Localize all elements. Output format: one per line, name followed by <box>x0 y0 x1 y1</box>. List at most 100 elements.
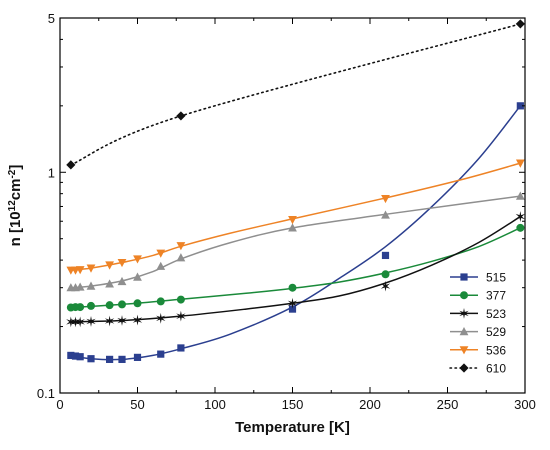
data-point-377 <box>133 299 142 308</box>
data-point-523 <box>117 315 127 326</box>
series-377 <box>66 223 525 312</box>
data-point-515 <box>118 355 126 363</box>
data-point-377 <box>156 297 165 306</box>
series-523 <box>66 211 526 328</box>
data-point-523 <box>176 310 186 322</box>
data-point-515 <box>71 352 80 360</box>
data-point-529 <box>176 253 186 262</box>
x-tick-label: 200 <box>359 397 381 412</box>
data-point-377 <box>288 283 297 292</box>
data-point-523 <box>156 312 166 324</box>
x-tick-label: 0 <box>56 397 63 412</box>
data-point-523 <box>86 316 96 327</box>
data-point-529 <box>75 282 85 291</box>
legend-entry-610: 610 <box>449 362 506 376</box>
legend-entry-515: 515 <box>450 271 506 285</box>
data-point-515 <box>381 251 390 260</box>
y-axis-title-sup2: -2 <box>7 169 18 178</box>
axes: 0 50 100 150 200 250 300 0.1 1 5 <box>37 11 536 412</box>
legend-label-377: 377 <box>486 289 506 303</box>
legend-marker-523 <box>459 308 469 319</box>
x-tick-label: 50 <box>130 397 144 412</box>
data-point-529 <box>133 272 142 281</box>
data-point-523 <box>66 316 76 328</box>
series-515 <box>67 102 524 363</box>
data-point-377 <box>381 270 390 279</box>
data-point-515 <box>67 351 75 360</box>
data-point-523 <box>515 211 526 222</box>
y-tick-label: 5 <box>48 11 55 26</box>
legend-label-515: 515 <box>486 271 506 285</box>
data-point-536 <box>117 258 127 268</box>
data-point-529 <box>105 279 114 288</box>
axis-titles: Temperature [K] n [1012cm-2] <box>7 165 350 436</box>
data-point-523 <box>75 316 85 328</box>
legend-marker-610 <box>459 363 469 373</box>
data-point-536 <box>105 261 114 270</box>
data-point-610 <box>515 19 525 29</box>
data-point-377 <box>105 301 114 310</box>
legend-entry-536: 536 <box>450 343 506 357</box>
series-group <box>66 19 526 363</box>
legend-marker-536 <box>459 346 469 355</box>
data-point-515 <box>177 344 185 352</box>
series-536 <box>66 159 525 275</box>
y-axis-title-sup1: 12 <box>7 200 18 212</box>
y-axis-title-mid: cm <box>7 179 24 201</box>
data-point-515 <box>157 350 165 358</box>
data-point-377 <box>516 223 525 232</box>
y-axis-title-end: ] <box>7 165 24 170</box>
data-point-377 <box>118 300 126 309</box>
y-axis-title-base: n [10 <box>7 211 24 246</box>
series-610 <box>66 19 525 170</box>
data-point-523 <box>132 314 143 326</box>
legend-marker-515 <box>460 273 468 281</box>
data-point-529 <box>288 223 297 232</box>
series-line-529 <box>70 195 521 289</box>
data-point-523 <box>70 316 81 328</box>
data-point-523 <box>380 280 391 292</box>
data-point-529 <box>515 191 525 200</box>
x-tick-label: 250 <box>437 397 459 412</box>
x-tick-label: 100 <box>204 397 226 412</box>
data-point-536 <box>133 255 142 264</box>
data-point-377 <box>87 301 95 310</box>
y-tick-label: 1 <box>48 165 55 180</box>
y-axis-title: n [1012cm-2] <box>7 165 25 247</box>
legend: 515 377 523 529 536 610 <box>449 271 506 376</box>
y-tick-label: 0.1 <box>37 386 55 401</box>
legend-label-536: 536 <box>486 343 506 357</box>
series-line-523 <box>70 215 521 323</box>
data-point-529 <box>381 210 390 219</box>
data-point-515 <box>288 305 297 313</box>
data-point-523 <box>104 315 115 327</box>
legend-marker-529 <box>459 327 469 336</box>
x-tick-label: 300 <box>514 397 536 412</box>
data-point-377 <box>176 295 185 304</box>
x-axis-title: Temperature [K] <box>235 419 350 436</box>
data-point-536 <box>75 266 85 275</box>
series-529 <box>66 191 525 292</box>
series-line-610 <box>70 23 522 166</box>
data-point-377 <box>76 303 85 312</box>
data-point-536 <box>86 264 96 273</box>
data-point-515 <box>87 355 95 363</box>
data-point-610 <box>66 160 76 170</box>
data-point-536 <box>176 242 186 251</box>
legend-entry-529: 529 <box>450 325 506 339</box>
data-point-523 <box>287 297 298 309</box>
data-point-515 <box>106 355 114 363</box>
legend-marker-377 <box>460 291 468 300</box>
data-point-529 <box>156 261 166 270</box>
legend-entry-377: 377 <box>450 289 506 303</box>
legend-label-523: 523 <box>486 307 506 321</box>
x-tick-label: 150 <box>282 397 304 412</box>
legend-label-529: 529 <box>486 325 506 339</box>
data-point-536 <box>515 159 525 168</box>
data-point-529 <box>86 281 96 290</box>
data-point-529 <box>117 276 127 286</box>
data-point-515 <box>76 353 84 361</box>
data-point-536 <box>288 216 297 225</box>
data-point-515 <box>133 353 142 361</box>
